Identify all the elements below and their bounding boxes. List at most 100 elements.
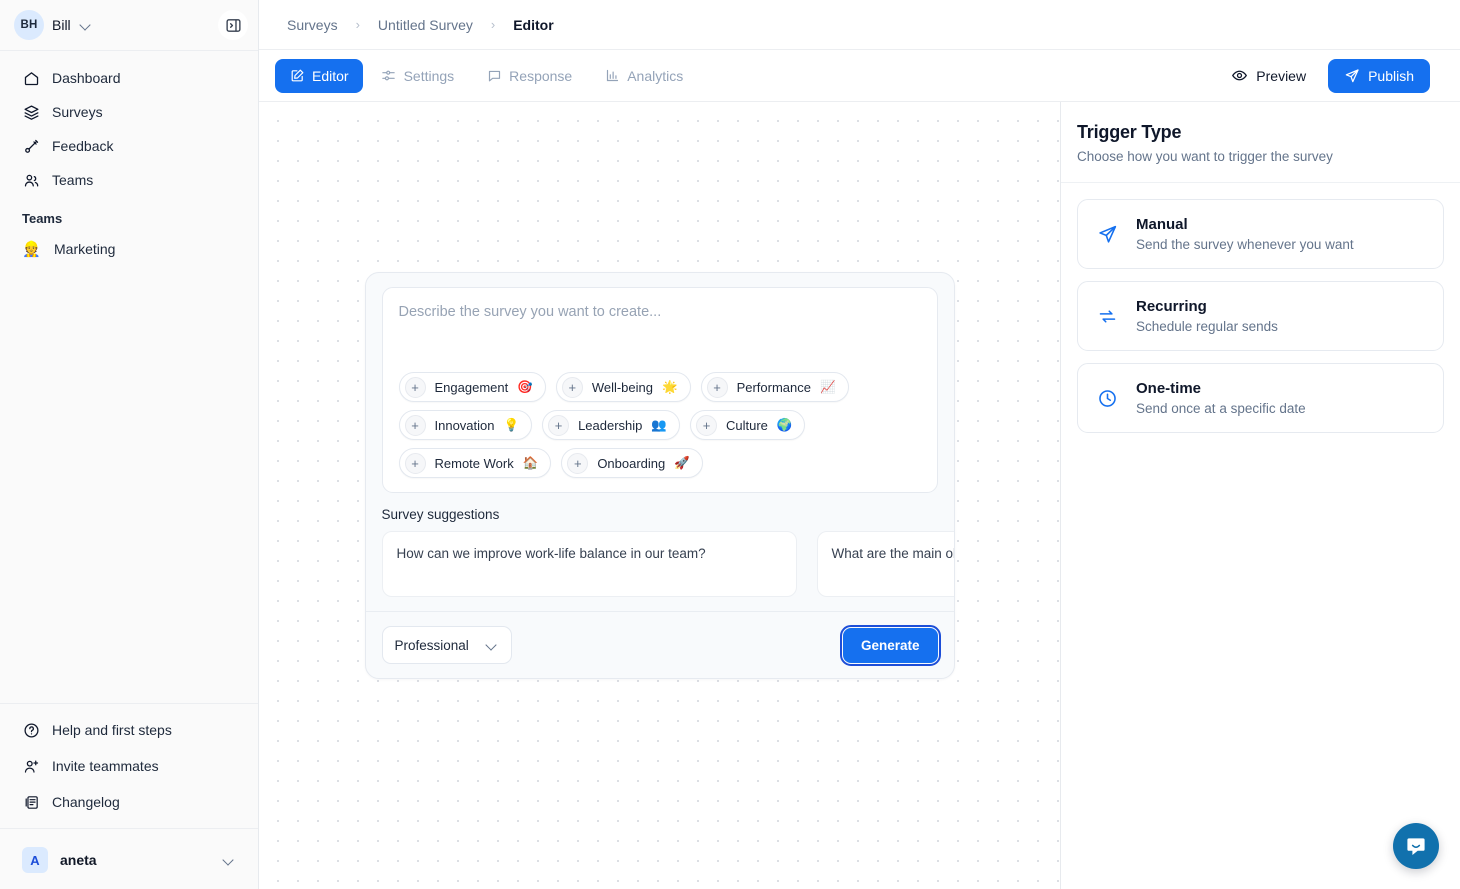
prompt-area[interactable]: Describe the survey you want to create..… xyxy=(381,287,938,493)
topic-chip-engagement[interactable]: + Engagement 🎯 xyxy=(398,372,546,402)
sliders-icon xyxy=(381,68,397,84)
plus-icon: + xyxy=(404,452,426,474)
trigger-option-desc: Send once at a specific date xyxy=(1136,401,1306,416)
changelog-icon xyxy=(22,793,40,811)
breadcrumb-item-surveys[interactable]: Surveys xyxy=(287,16,338,33)
topic-chip-culture[interactable]: + Culture 🌍 xyxy=(689,410,806,440)
breadcrumb-item-untitled-survey[interactable]: Untitled Survey xyxy=(377,16,473,33)
main-area: Surveys › Untitled Survey › Editor Edito… xyxy=(258,0,1460,889)
trigger-option-text: Manual Send the survey whenever you want xyxy=(1136,216,1354,252)
help-circle-icon xyxy=(22,721,40,739)
tab-settings[interactable]: Settings xyxy=(367,59,469,93)
ai-generator-card: Describe the survey you want to create..… xyxy=(364,272,955,679)
sidebar-item-surveys[interactable]: Surveys xyxy=(8,95,250,129)
globe-emoji-icon: 🌍 xyxy=(776,417,793,432)
plus-icon: + xyxy=(695,414,717,436)
trigger-option-text: One-time Send once at a specific date xyxy=(1136,380,1306,416)
plus-icon: + xyxy=(404,376,426,398)
tab-label: Editor xyxy=(312,67,349,84)
publish-button-label: Publish xyxy=(1368,67,1414,84)
sidebar-team-label: Marketing xyxy=(54,241,116,257)
sidebar-item-label: Surveys xyxy=(52,104,103,120)
plus-icon: + xyxy=(548,414,570,436)
sidebar-item-feedback[interactable]: Feedback xyxy=(8,129,250,163)
trigger-option-name: One-time xyxy=(1136,380,1202,397)
topic-chip-innovation[interactable]: + Innovation 💡 xyxy=(398,410,533,440)
content-row: Describe the survey you want to create..… xyxy=(259,102,1460,889)
trigger-option-desc: Send the survey whenever you want xyxy=(1136,237,1354,252)
home-icon xyxy=(22,69,40,87)
tone-select[interactable]: Professional xyxy=(381,626,512,664)
tab-editor[interactable]: Editor xyxy=(275,58,363,93)
tab-label: Analytics xyxy=(627,67,684,84)
topic-chip-label: Well-being xyxy=(591,379,653,395)
trigger-options-list: Manual Send the survey whenever you want… xyxy=(1061,183,1460,433)
send-icon xyxy=(1344,68,1360,84)
topic-chip-remote-work[interactable]: + Remote Work 🏠 xyxy=(398,448,552,478)
sidebar-item-label: Changelog xyxy=(52,794,120,810)
sidebar-footer-divider xyxy=(0,703,258,704)
sidebar-item-help[interactable]: Help and first steps xyxy=(8,712,250,748)
users-icon xyxy=(22,171,40,189)
breadcrumb: Surveys › Untitled Survey › Editor xyxy=(259,0,1460,50)
suggestion-card[interactable]: How can we improve work-life balance in … xyxy=(381,531,797,597)
sidebar-item-invite-teammates[interactable]: Invite teammates xyxy=(8,748,250,784)
suggestion-card[interactable]: What are the main ob xyxy=(816,531,954,597)
sidebar-item-teams[interactable]: Teams xyxy=(8,163,250,197)
chart-increasing-emoji-icon: 📈 xyxy=(820,379,836,394)
chevron-down-icon xyxy=(485,638,499,652)
trigger-option-name: Recurring xyxy=(1136,298,1207,315)
sidebar-item-dashboard[interactable]: Dashboard xyxy=(8,61,250,95)
trigger-panel-header: Trigger Type Choose how you want to trig… xyxy=(1061,102,1460,183)
suggestions-section: Survey suggestions How can we improve wo… xyxy=(366,493,954,611)
trigger-option-name: Manual xyxy=(1136,216,1188,233)
bar-chart-icon xyxy=(604,68,620,84)
eye-icon xyxy=(1231,67,1248,84)
sidebar-item-label: Feedback xyxy=(52,138,114,154)
sidebar-item-label: Dashboard xyxy=(52,70,121,86)
generator-footer: Professional Generate xyxy=(365,611,954,678)
trigger-option-recurring[interactable]: Recurring Schedule regular sends xyxy=(1077,281,1444,351)
sidebar-user-divider xyxy=(0,828,258,829)
trigger-option-one-time[interactable]: One-time Send once at a specific date xyxy=(1077,363,1444,433)
sidebar-collapse-button[interactable] xyxy=(218,10,248,40)
topic-chip-list: + Engagement 🎯 + Well-being 🌟 + xyxy=(398,372,921,478)
sidebar-team-marketing[interactable]: 👷 Marketing xyxy=(8,232,250,266)
editor-canvas: Describe the survey you want to create..… xyxy=(259,102,1060,889)
topic-chip-leadership[interactable]: + Leadership 👥 xyxy=(542,410,680,440)
tab-analytics[interactable]: Analytics xyxy=(590,59,697,93)
sidebar-user-name: aneta xyxy=(60,852,97,868)
topic-chip-well-being[interactable]: + Well-being 🌟 xyxy=(555,372,691,402)
prompt-input-placeholder[interactable]: Describe the survey you want to create..… xyxy=(398,304,662,320)
topic-chip-label: Culture xyxy=(725,417,768,433)
intercom-chat-icon xyxy=(1407,838,1425,855)
page-title: Trigger Type xyxy=(1077,122,1182,142)
plus-icon: + xyxy=(567,452,589,474)
sidebar-item-label: Help and first steps xyxy=(52,722,172,738)
trigger-panel-subtitle: Choose how you want to trigger the surve… xyxy=(1077,149,1333,164)
panel-collapse-icon xyxy=(225,18,241,32)
publish-button[interactable]: Publish xyxy=(1328,58,1430,93)
sidebar-item-changelog[interactable]: Changelog xyxy=(8,784,250,820)
topic-chip-label: Remote Work xyxy=(434,455,514,471)
tab-label: Settings xyxy=(403,67,455,84)
topic-chip-onboarding[interactable]: + Onboarding 🚀 xyxy=(561,448,703,478)
topic-chip-performance[interactable]: + Performance 📈 xyxy=(700,372,849,402)
plus-icon: + xyxy=(404,414,426,436)
trigger-option-text: Recurring Schedule regular sends xyxy=(1136,298,1278,334)
avatar: A xyxy=(22,847,48,873)
trigger-option-manual[interactable]: Manual Send the survey whenever you want xyxy=(1077,199,1444,269)
topic-chip-label: Onboarding xyxy=(597,455,666,471)
repeat-icon xyxy=(1096,305,1118,327)
sidebar-org-header[interactable]: BH Bill xyxy=(0,0,258,50)
preview-button[interactable]: Preview xyxy=(1223,61,1314,90)
suggestions-title: Survey suggestions xyxy=(381,507,500,522)
feedback-icon xyxy=(22,137,40,155)
sidebar-user-menu[interactable]: A aneta xyxy=(8,837,250,883)
chat-widget-button[interactable] xyxy=(1393,823,1439,869)
topic-chip-label: Leadership xyxy=(578,417,643,433)
generate-button[interactable]: Generate xyxy=(839,624,941,666)
rocket-emoji-icon: 🚀 xyxy=(674,455,690,470)
topic-chip-label: Innovation xyxy=(434,417,495,433)
tab-response[interactable]: Response xyxy=(472,59,586,93)
